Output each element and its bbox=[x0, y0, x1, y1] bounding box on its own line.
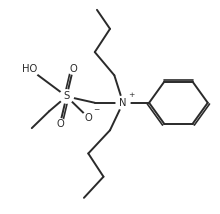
Circle shape bbox=[67, 63, 79, 75]
Circle shape bbox=[20, 59, 39, 79]
Text: O: O bbox=[84, 113, 92, 123]
Text: HO: HO bbox=[22, 64, 37, 74]
Text: O: O bbox=[69, 64, 77, 74]
Text: −: − bbox=[93, 107, 99, 113]
Text: +: + bbox=[128, 92, 134, 98]
Circle shape bbox=[82, 111, 95, 124]
Circle shape bbox=[54, 118, 66, 130]
Text: O: O bbox=[56, 119, 64, 129]
Circle shape bbox=[116, 95, 131, 110]
Text: S: S bbox=[63, 91, 70, 101]
Circle shape bbox=[59, 89, 74, 104]
Text: N: N bbox=[119, 98, 127, 108]
